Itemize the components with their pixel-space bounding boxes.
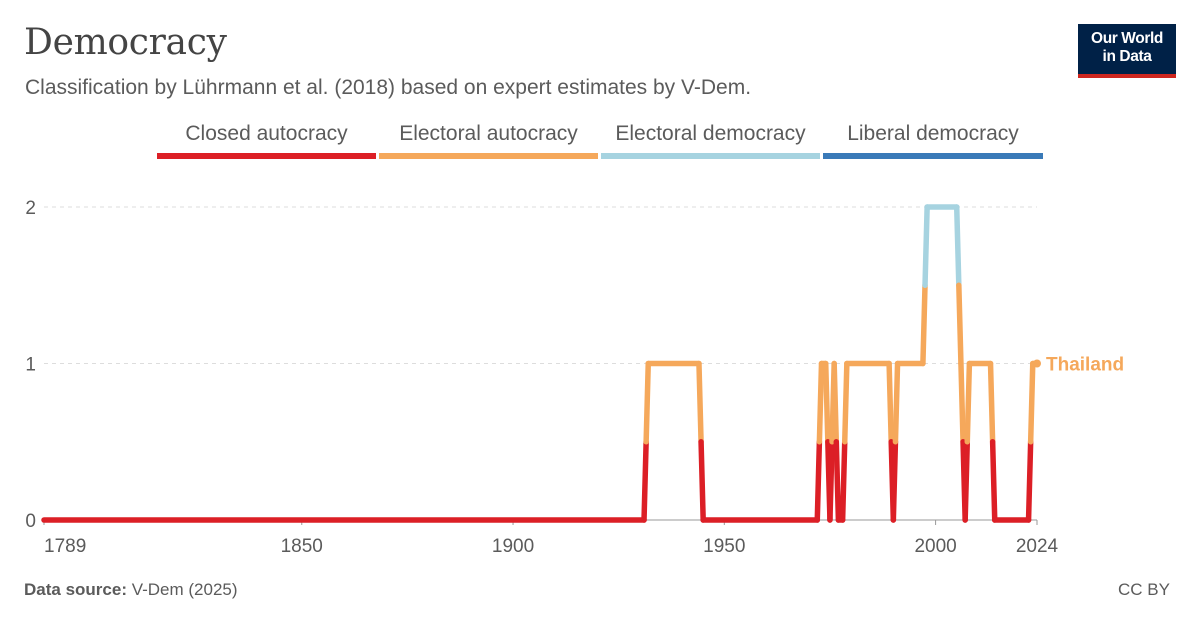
series-segment: [833, 439, 842, 523]
legend-swatch: [601, 153, 820, 159]
series-segment: [831, 360, 840, 445]
series-segment: [841, 360, 850, 445]
chart-title: Democracy: [24, 22, 227, 63]
series-segment: [953, 204, 962, 288]
y-tick-label: 1: [25, 355, 36, 376]
logo-accent-bar: [1078, 74, 1176, 78]
legend-item-liberal-democracy[interactable]: Liberal democracy: [823, 122, 1043, 162]
series-segment: [827, 439, 835, 523]
series-segment: [643, 360, 652, 445]
series-segment: [1025, 439, 1034, 523]
series-segment: [956, 282, 964, 367]
logo-line-1: Our World: [1091, 30, 1163, 47]
logo-line-2: in Data: [1102, 48, 1152, 65]
legend-label: Electoral democracy: [615, 122, 806, 145]
data-source-label: Data source:: [24, 580, 127, 599]
x-tick-label: 2024: [1016, 536, 1059, 557]
series-segment: [987, 360, 996, 445]
data-source: Data source: V-Dem (2025): [24, 580, 238, 600]
legend-label: Electoral autocracy: [399, 122, 578, 145]
legend-item-electoral-democracy[interactable]: Electoral democracy: [601, 122, 820, 162]
series-segment: [822, 360, 831, 445]
series-segment: [958, 360, 966, 445]
series-segment: [964, 360, 973, 445]
y-tick-label: 0: [25, 511, 36, 532]
legend-swatch: [823, 153, 1043, 159]
series-segment: [962, 439, 971, 523]
series-segment: [641, 439, 649, 523]
x-tick-label: 1789: [44, 536, 86, 557]
series-segment: [886, 360, 894, 445]
chart-subtitle: Classification by Lührmann et al. (2018)…: [25, 76, 752, 99]
legend-swatch: [157, 153, 376, 159]
series-segment: [839, 439, 848, 523]
y-tick-label: 2: [25, 198, 36, 219]
owid-logo[interactable]: Our World in Data: [1078, 24, 1176, 78]
series-end-point: [1033, 359, 1041, 368]
series-segment: [890, 439, 899, 523]
legend-label: Closed autocracy: [185, 122, 348, 145]
license[interactable]: CC BY: [1118, 580, 1170, 599]
legend-item-closed-autocracy[interactable]: Closed autocracy: [157, 122, 376, 162]
series-segment: [920, 282, 928, 367]
x-tick-label: 1950: [703, 536, 745, 557]
series-segment: [696, 360, 704, 445]
series-label: Thailand: [1046, 355, 1124, 376]
series-segment: [922, 204, 930, 288]
series-segment: [698, 439, 706, 523]
legend-swatch: [379, 153, 598, 159]
series-segment: [892, 360, 901, 445]
legend-item-electoral-autocracy[interactable]: Electoral autocracy: [379, 122, 598, 162]
x-tick-label: 1900: [492, 536, 534, 557]
series-segment: [814, 439, 823, 523]
series-segment: [989, 439, 998, 523]
legend-label: Liberal democracy: [847, 122, 1019, 145]
series-segment: [1027, 360, 1036, 445]
x-tick-label: 1850: [281, 536, 323, 557]
series-segment: [816, 360, 825, 445]
x-tick-label: 2000: [914, 536, 956, 557]
data-source-value[interactable]: V-Dem (2025): [131, 580, 238, 599]
